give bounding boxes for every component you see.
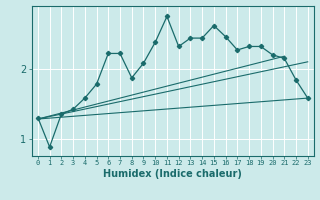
X-axis label: Humidex (Indice chaleur): Humidex (Indice chaleur) [103,169,242,179]
